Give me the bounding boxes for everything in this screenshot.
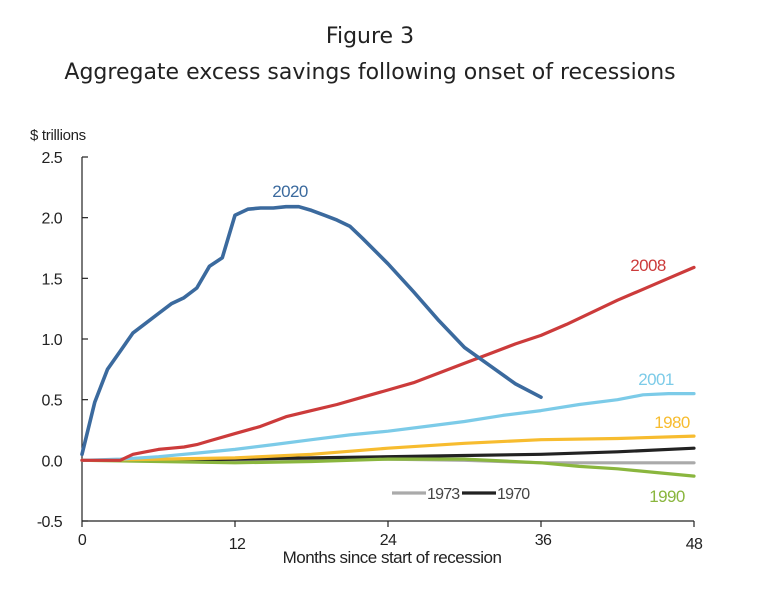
y-tick-label: 0.0 bbox=[42, 453, 63, 470]
series-label-1990: 1990 bbox=[649, 487, 685, 506]
figure-label: Figure 3 bbox=[326, 24, 414, 49]
series-label-2020: 2020 bbox=[272, 182, 308, 201]
series-line-1990 bbox=[80, 457, 696, 478]
x-tick-label: 48 bbox=[686, 536, 703, 553]
y-tick-label: 2.0 bbox=[42, 211, 63, 228]
y-tick-label: -0.5 bbox=[37, 514, 63, 531]
series-line-2020 bbox=[80, 204, 543, 457]
y-tick-label: 0.5 bbox=[42, 393, 63, 410]
axes: -0.5 0.0 0.5 1.0 1.5 2.0 2.5 0 12 24 36 48 bbox=[37, 150, 704, 553]
legend-label-1973: 1973 bbox=[427, 486, 460, 503]
series-line-1980 bbox=[80, 434, 696, 462]
series-line-2001 bbox=[80, 392, 696, 462]
series-label-1980: 1980 bbox=[654, 413, 690, 432]
x-axis-label: Months since start of recession bbox=[283, 548, 502, 567]
y-tick-label: 1.5 bbox=[42, 271, 63, 288]
y-axis-label: $ trillions bbox=[30, 127, 86, 144]
legend: 1973 1970 bbox=[392, 486, 531, 503]
series-label-2001: 2001 bbox=[638, 370, 674, 389]
series-group bbox=[80, 204, 696, 478]
series-label-2008: 2008 bbox=[630, 256, 666, 275]
series-line-2008 bbox=[80, 265, 696, 462]
x-tick-label: 24 bbox=[380, 532, 397, 549]
y-tick-label: 1.0 bbox=[42, 332, 63, 349]
legend-label-1970: 1970 bbox=[497, 486, 530, 503]
chart-title: Aggregate excess savings following onset… bbox=[64, 60, 675, 85]
y-tick-label: 2.5 bbox=[42, 150, 63, 167]
x-tick-label: 0 bbox=[78, 532, 87, 549]
x-tick-label: 12 bbox=[229, 536, 246, 553]
x-tick-label: 36 bbox=[535, 532, 552, 549]
series-labels: 1990 1980 2001 2008 2020 bbox=[272, 182, 690, 506]
